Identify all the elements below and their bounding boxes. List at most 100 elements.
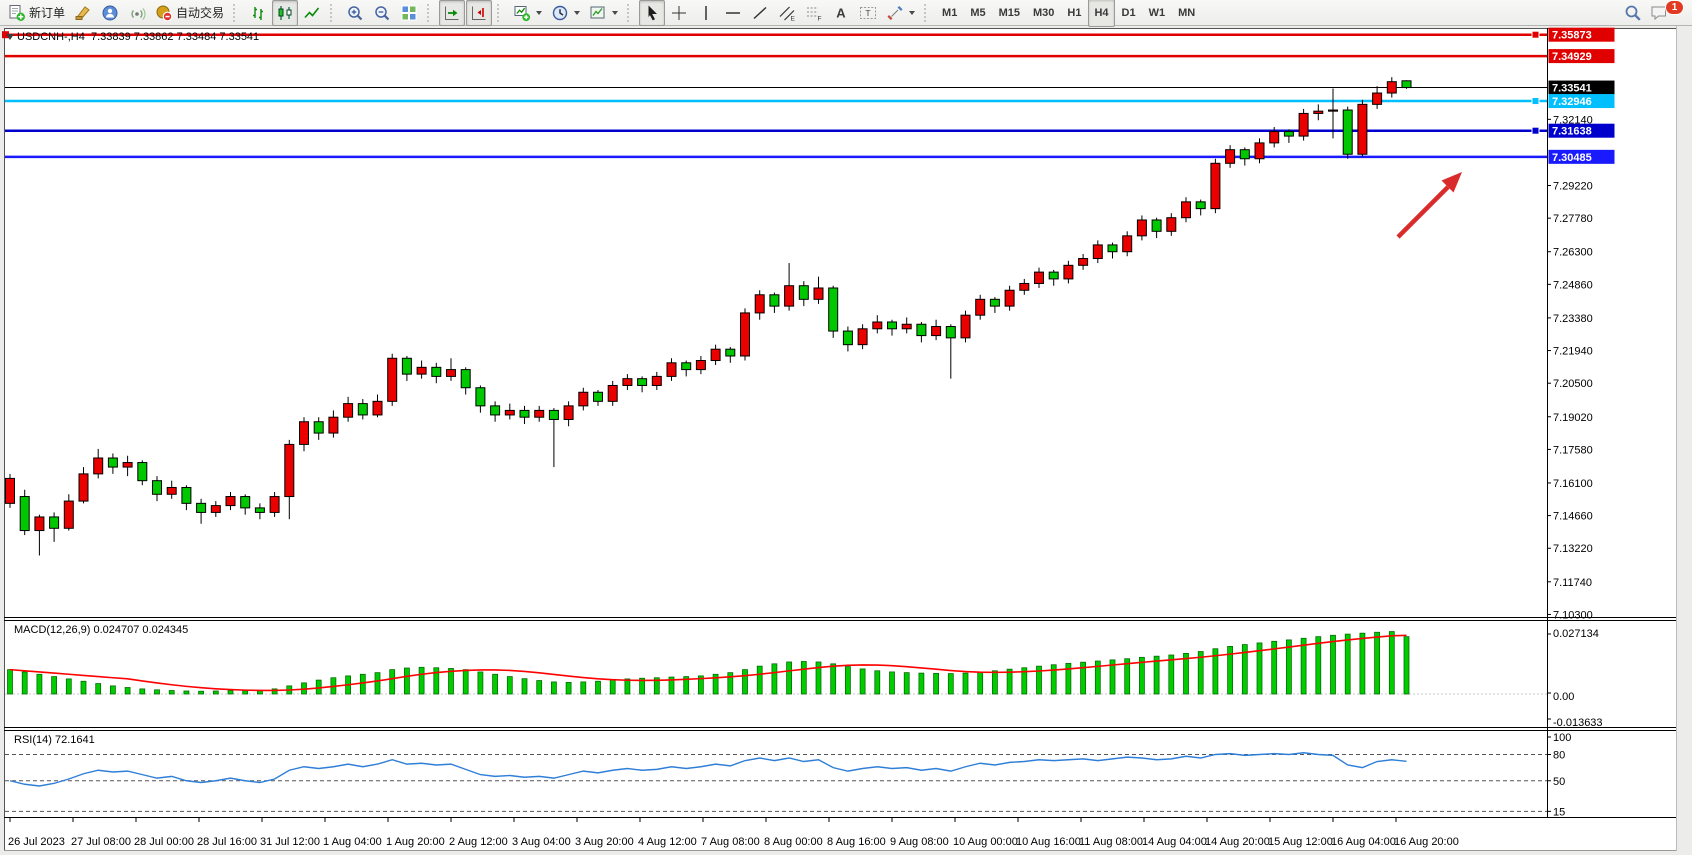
rsi-axis-label: 15 — [1553, 806, 1565, 818]
cursor-button[interactable] — [639, 0, 666, 26]
time-axis-label: 28 Jul 16:00 — [197, 836, 257, 848]
toolbar-separator — [924, 3, 931, 22]
level-line-cyan-badge — [1548, 94, 1615, 109]
time-axis-label: 8 Aug 16:00 — [827, 836, 886, 848]
chart-shift-button[interactable] — [466, 0, 493, 26]
vline-icon — [705, 5, 707, 20]
templates-button[interactable] — [585, 0, 622, 26]
time-axis-label: 8 Aug 00:00 — [764, 836, 823, 848]
toolbar-separator — [427, 3, 434, 22]
chart-symbol-ohlc: USDCNH-,H4 7.33839 7.33862 7.33484 7.335… — [17, 31, 260, 43]
price-axis-tick: 7.13220 — [1553, 543, 1593, 555]
support-line-1-badge-value: 7.31638 — [1552, 126, 1592, 138]
price-axis[interactable]: 7.32140 7.29220 7.27780 7.26300 7.24860 7.233… — [1547, 27, 1615, 622]
price-axis-tick: 7.21940 — [1553, 346, 1593, 358]
time-axis-label: 4 Aug 12:00 — [638, 836, 697, 848]
horizontal-price-lines — [2, 30, 1547, 159]
templates-icon — [590, 6, 605, 18]
auto-trading-button[interactable]: 自动交易 — [151, 0, 228, 26]
timeframe-m1-button[interactable]: M1 — [942, 6, 958, 19]
level-line-cyan-handle[interactable] — [1531, 97, 1540, 106]
tile-windows-button[interactable] — [396, 0, 422, 26]
styler-button[interactable] — [70, 0, 96, 26]
vertical-line-button[interactable] — [693, 0, 719, 26]
arrows-button-dropdown-caret[interactable] — [909, 10, 916, 15]
text-button[interactable]: A — [828, 0, 854, 26]
rsi-panel: 100 80 50 15 — [5, 732, 1571, 818]
trendline-icon — [753, 6, 767, 19]
indicators-button-dropdown-caret[interactable] — [536, 10, 543, 15]
fibonacci-button[interactable]: F — [801, 0, 827, 26]
time-axis-label: 2 Aug 12:00 — [449, 836, 508, 848]
periods-button-dropdown-caret[interactable] — [574, 10, 581, 15]
trend-arrow-annotation[interactable] — [1396, 172, 1462, 239]
signals-icon — [131, 7, 146, 20]
cursor-icon — [648, 5, 658, 20]
macd-axis-label: 0.027134 — [1553, 628, 1599, 640]
svg-text:E: E — [791, 15, 796, 22]
arrows-button[interactable] — [882, 0, 919, 26]
toolbar-separator — [627, 3, 634, 22]
fibonacci-icon: F — [807, 7, 822, 22]
time-axis-label: 10 Aug 00:00 — [953, 836, 1018, 848]
candlestick-chart-button[interactable] — [272, 0, 299, 26]
macd-indicator-label: MACD(12,26,9) 0.024707 0.024345 — [14, 624, 189, 636]
time-axis-label: 1 Aug 20:00 — [386, 836, 445, 848]
bar-chart-button[interactable] — [245, 0, 271, 26]
auto-scroll-button[interactable] — [439, 0, 466, 26]
toolbar-right-group: 1 — [1620, 0, 1688, 26]
candlesticks — [5, 77, 1412, 556]
timeframe-m15-button[interactable]: M15 — [998, 6, 1020, 19]
channel-icon: E — [779, 6, 796, 22]
zoom-in-button[interactable] — [342, 0, 368, 26]
price-axis-tick: 7.26300 — [1553, 247, 1593, 259]
new-order-button[interactable]: 新订单 — [4, 0, 69, 26]
bid-price-line-badge-value: 7.33541 — [1552, 83, 1592, 95]
channel-button[interactable]: E — [774, 0, 800, 26]
new-order-icon — [9, 4, 25, 21]
text-label-icon: T — [860, 6, 877, 19]
price-axis-tick: 7.11740 — [1553, 577, 1592, 589]
auto-scroll-icon — [445, 6, 459, 20]
price-axis-tick: 7.27780 — [1553, 213, 1593, 225]
new-order-button-label: 新订单 — [29, 6, 66, 20]
price-axis-tick: 7.16100 — [1553, 478, 1593, 490]
support-line-2-badge-value: 7.30485 — [1552, 152, 1592, 164]
line-chart-button[interactable] — [299, 0, 325, 26]
timeframe-h4-button[interactable]: H4 — [1088, 0, 1115, 27]
macd-panel: 0.027134 0.00 -0.013633 — [5, 628, 1603, 729]
styler-icon — [75, 5, 90, 20]
timeframe-m30-button[interactable]: M30 — [1033, 6, 1055, 19]
zoom-out-button[interactable] — [369, 0, 395, 26]
one-click-trading-collapse-arrow[interactable] — [6, 34, 14, 40]
periods-button[interactable] — [547, 0, 584, 26]
svg-text:A: A — [836, 5, 846, 20]
timeframe-m5-button[interactable]: M5 — [970, 6, 986, 19]
time-axis[interactable]: 26 Jul 2023 27 Jul 08:00 28 Jul 00:00 28 Ju… — [8, 818, 1459, 848]
signals-button[interactable] — [124, 0, 150, 26]
resistance-line-1-badge — [1548, 27, 1615, 42]
crosshair-icon — [672, 5, 687, 20]
text-label-button[interactable]: T — [855, 0, 881, 26]
toolbar-separator — [330, 3, 337, 22]
indicators-button[interactable] — [509, 0, 546, 26]
chart-canvas[interactable]: 7.32140 7.29220 7.27780 7.26300 7.24860 7.233… — [0, 26, 1692, 855]
crosshair-button[interactable] — [666, 0, 692, 26]
chat-button[interactable]: 1 — [1646, 0, 1688, 26]
timeframe-w1-button[interactable]: W1 — [1148, 6, 1166, 19]
support-line-1-handle[interactable] — [1531, 126, 1540, 135]
price-axis-tick: 7.14660 — [1553, 511, 1593, 523]
mql5-community-button[interactable] — [97, 0, 123, 26]
templates-button-dropdown-caret[interactable] — [612, 10, 619, 15]
timeframe-d1-button[interactable]: D1 — [1121, 6, 1136, 19]
auto-trading-button-label: 自动交易 — [176, 6, 225, 20]
search-button[interactable] — [1620, 0, 1646, 26]
timeframe-mn-button[interactable]: MN — [1178, 6, 1196, 19]
resistance-line-1-handle[interactable] — [1531, 30, 1540, 39]
resistance-line-2-badge — [1548, 49, 1615, 64]
timeframe-h1-button[interactable]: H1 — [1067, 6, 1082, 19]
resistance-line-1-left-handle[interactable] — [2, 31, 9, 39]
trendline-button[interactable] — [747, 0, 773, 26]
text-icon: A — [836, 5, 846, 20]
horizontal-line-button[interactable] — [720, 0, 746, 26]
